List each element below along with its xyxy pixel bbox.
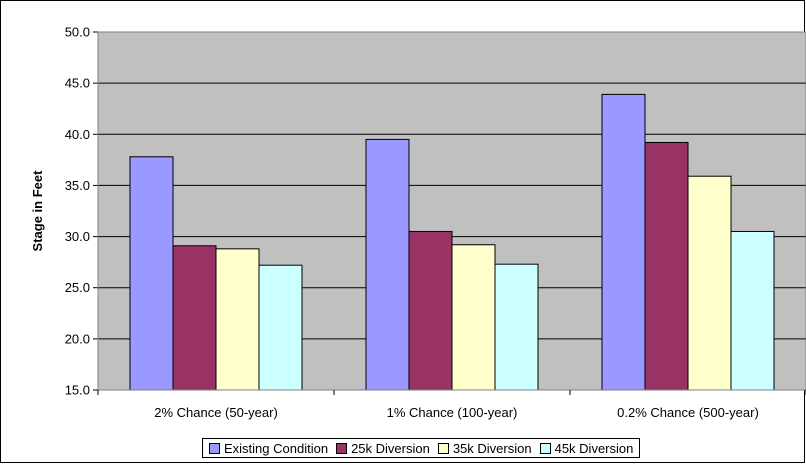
legend-label: 45k Diversion: [554, 440, 634, 456]
legend-label: 35k Diversion: [452, 440, 532, 456]
legend-item: Existing Condition: [209, 441, 328, 456]
legend-label: 25k Diversion: [351, 440, 430, 456]
y-tick-label: 20.0: [65, 331, 90, 346]
y-tick-label: 50.0: [65, 25, 90, 40]
bar: [408, 230, 453, 391]
x-category-label: 2% Chance (50-year): [154, 405, 278, 420]
bar: [258, 264, 303, 391]
bar: [601, 93, 646, 391]
bars: [129, 93, 775, 391]
legend-item: 35k Diversion: [437, 440, 532, 456]
bar: [451, 244, 496, 391]
x-category-label: 0.2% Chance (500-year): [617, 405, 759, 420]
legend-swatch: [209, 442, 220, 454]
y-tick-label: 40.0: [65, 127, 90, 142]
bar: [215, 248, 260, 391]
legend-item: 25k Diversion: [336, 441, 430, 456]
y-tick-label: 30.0: [65, 229, 90, 244]
legend-swatch: [539, 442, 551, 454]
bar: [172, 245, 217, 391]
bar: [644, 141, 689, 391]
bar: [494, 263, 539, 391]
bar: [129, 156, 174, 391]
y-tick-label: 15.0: [65, 383, 90, 398]
legend-swatch: [336, 442, 348, 454]
y-tick-label: 35.0: [65, 178, 90, 193]
y-tick-label: 25.0: [65, 280, 90, 295]
legend-item: 45k Diversion: [539, 440, 634, 456]
axes: 15.0 20.0 25.0 30.0 35.0 40.0 45.0 50.0 2% Chanc…: [65, 25, 806, 420]
bar: [730, 230, 775, 391]
legend-swatch: [437, 442, 449, 454]
plot-border: [97, 31, 806, 391]
bar: [687, 175, 732, 391]
y-axis-title: Stage in Feet: [30, 170, 45, 252]
legend-label: Existing Condition: [224, 440, 329, 456]
bar: [365, 138, 410, 391]
y-tick-label: 45.0: [65, 76, 90, 91]
x-category-label: 1% Chance (100-year): [387, 405, 518, 420]
legend: Existing Condition 25k Diversion 35k Diver…: [202, 438, 641, 458]
